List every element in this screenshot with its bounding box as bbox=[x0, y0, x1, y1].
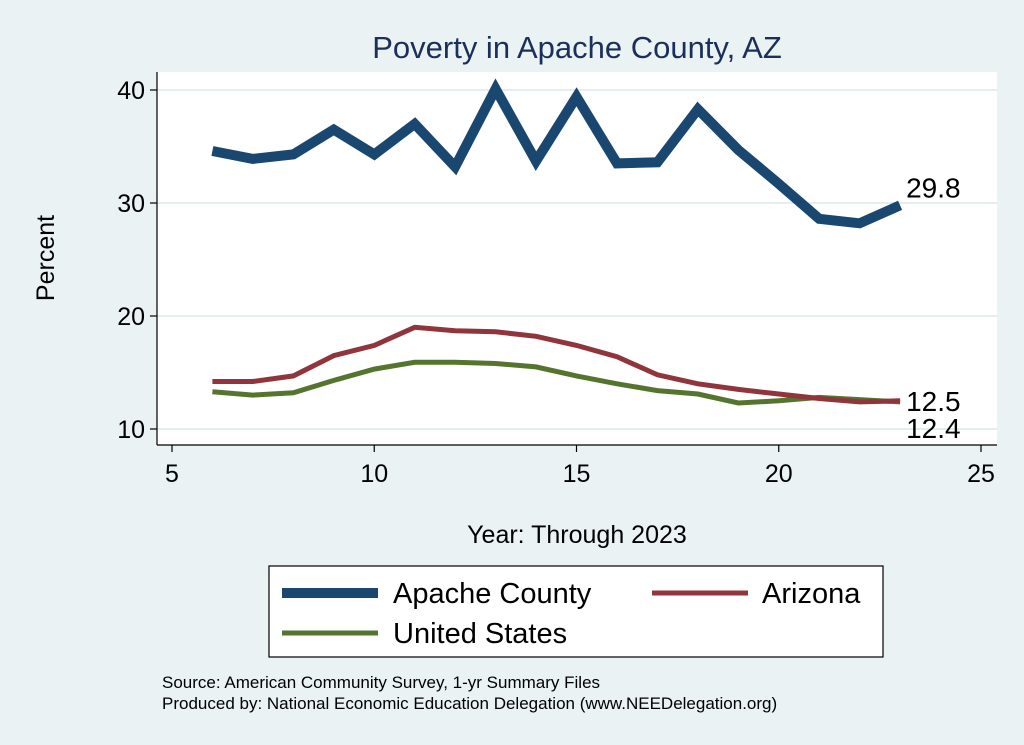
producer-note: Produced by: National Economic Education… bbox=[162, 694, 777, 713]
x-axis-label: Year: Through 2023 bbox=[467, 521, 687, 549]
y-tick-label: 10 bbox=[117, 416, 145, 444]
end-labels: 29.8 12.512.4 bbox=[906, 172, 961, 444]
series-line-arizona bbox=[212, 324, 901, 405]
series-line-united-states bbox=[212, 359, 901, 406]
end-value-label-united-states: 12.4 bbox=[906, 413, 961, 444]
source-note: Source: American Community Survey, 1-yr … bbox=[162, 673, 600, 692]
plot-area bbox=[157, 72, 997, 445]
x-tick-label: 10 bbox=[360, 460, 388, 488]
y-tick-label: 20 bbox=[117, 303, 145, 331]
x-tick-label: 20 bbox=[765, 460, 793, 488]
legend-label-apache-county: Apache County bbox=[393, 578, 592, 610]
y-tick-label: 40 bbox=[117, 77, 145, 105]
axes: 10 20 30 40 5 10 15 20 25 bbox=[117, 72, 997, 488]
legend-label-united-states: United States bbox=[393, 618, 567, 650]
chart-title: Poverty in Apache County, AZ bbox=[372, 30, 782, 65]
x-tick-label: 5 bbox=[165, 460, 179, 488]
end-value-label-apache-county: 29.8 bbox=[906, 172, 961, 203]
legend-box bbox=[268, 565, 884, 658]
x-tick-label: 15 bbox=[563, 460, 591, 488]
y-axis-label: Percent bbox=[32, 215, 60, 301]
end-value-label-arizona: 12.5 bbox=[906, 386, 961, 417]
series-line-apache-county bbox=[211, 78, 903, 229]
y-tick-label: 30 bbox=[117, 190, 145, 218]
legend: Apache County Arizona United States bbox=[268, 565, 884, 658]
series-lines bbox=[211, 78, 903, 406]
legend-label-arizona: Arizona bbox=[762, 578, 861, 610]
x-tick-label: 25 bbox=[967, 460, 995, 488]
